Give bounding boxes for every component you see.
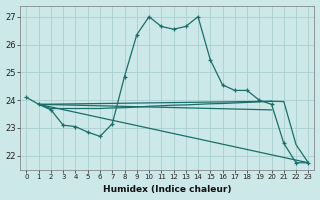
X-axis label: Humidex (Indice chaleur): Humidex (Indice chaleur) (103, 185, 232, 194)
